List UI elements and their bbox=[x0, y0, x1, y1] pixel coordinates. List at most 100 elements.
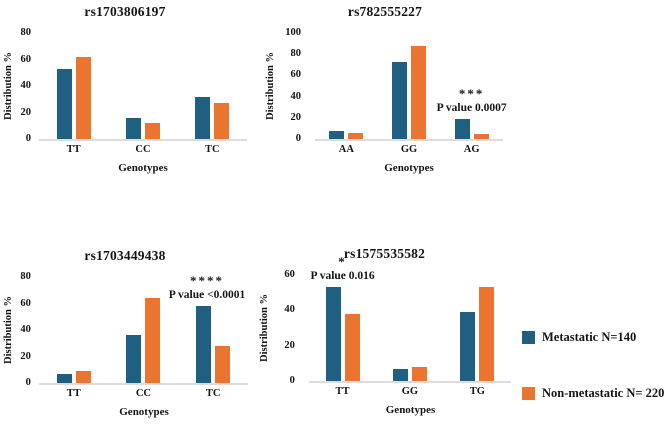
bar-group-cc: CC bbox=[126, 298, 161, 399]
bar-group-ag: AG *** P value 0.0007 bbox=[437, 86, 507, 155]
x-tick-label: TT bbox=[66, 144, 81, 155]
chart-body: Distribution % 0 20 40 60 80 TT CC TC **** P val… bbox=[2, 271, 249, 399]
p-value-text: P value <0.0001 bbox=[168, 289, 246, 302]
bar-non-metastatic-tg bbox=[479, 287, 495, 381]
chart-rs1575535582: rs1575535582 Distribution % 0 20 40 60 TT * P… bbox=[258, 246, 512, 416]
y-axis-title: Distribution % bbox=[2, 33, 15, 139]
bar-non-metastatic-ag bbox=[473, 133, 489, 139]
bar-metastatic-tc bbox=[195, 96, 211, 139]
bar-metastatic-aa bbox=[329, 130, 345, 139]
y-tick-label: 100 bbox=[285, 27, 301, 38]
bar-metastatic-tg bbox=[460, 312, 476, 381]
bar-group-aa: AA bbox=[329, 130, 364, 155]
y-tick-label: 60 bbox=[284, 269, 295, 280]
y-axis-title-text: Distribution % bbox=[259, 294, 270, 362]
y-tick-label: 20 bbox=[20, 350, 31, 362]
bar-metastatic-tc bbox=[196, 306, 212, 383]
chart-title: rs1575535582 bbox=[343, 246, 426, 261]
x-axis-title: Genotypes bbox=[384, 162, 434, 174]
bar-metastatic-tt bbox=[325, 287, 341, 381]
bar-group-cc: CC bbox=[125, 117, 160, 155]
bar-metastatic-cc bbox=[125, 117, 141, 139]
y-tick-label: 60 bbox=[20, 53, 32, 65]
x-tick-label: GG bbox=[401, 386, 419, 397]
metastatic-swatch-icon bbox=[522, 331, 535, 344]
chart-title: rs1703449438 bbox=[84, 248, 166, 263]
significance-stars: *** bbox=[458, 85, 485, 101]
x-axis-title: Genotypes bbox=[118, 162, 168, 174]
x-tick-label: TC bbox=[205, 388, 221, 399]
y-axis-ticks: 0 20 40 60 80 bbox=[15, 27, 32, 144]
plot-area: TT CC TC bbox=[39, 33, 247, 155]
significance-stars: * bbox=[338, 254, 347, 270]
chart-rs1703449438: rs1703449438 Distribution % 0 20 40 60 80 TT… bbox=[2, 248, 249, 418]
y-tick-label: 40 bbox=[284, 304, 295, 316]
x-tick-label: TT bbox=[66, 388, 81, 399]
x-tick-label: TT bbox=[335, 386, 350, 397]
y-axis-title: Distribution % bbox=[258, 275, 271, 381]
y-tick-label: 60 bbox=[290, 69, 302, 81]
bar-non-metastatic-tt bbox=[75, 371, 91, 383]
significance-stars: **** bbox=[190, 273, 225, 289]
y-tick-label: 20 bbox=[290, 111, 302, 123]
y-tick-label: 20 bbox=[20, 106, 32, 118]
plot-area: TT * P value 0.016 GG TG bbox=[308, 255, 512, 397]
legend: Metastatic N=140 Non-metastatic N= 220 bbox=[522, 330, 664, 401]
plot-area: AA GG AG *** P value 0.0007 bbox=[315, 33, 507, 155]
y-axis-ticks: 0 20 40 60 bbox=[271, 269, 295, 386]
bar-metastatic-ag bbox=[454, 118, 470, 139]
y-tick-label: 80 bbox=[20, 27, 32, 38]
chart-body: Distribution % 0 20 40 60 80 100 AA GG AG *** P v… bbox=[264, 27, 507, 155]
bar-metastatic-gg bbox=[391, 61, 407, 139]
bar-group-gg: GG bbox=[392, 366, 427, 397]
bar-non-metastatic-gg bbox=[411, 366, 427, 381]
y-axis-title-text: Distribution % bbox=[3, 52, 14, 120]
y-tick-label: 0 bbox=[25, 377, 31, 388]
bar-metastatic-gg bbox=[392, 368, 408, 381]
chart-title: rs782555227 bbox=[347, 4, 423, 19]
x-tick-label: GG bbox=[400, 144, 418, 155]
significance-annotation: * P value 0.016 bbox=[310, 255, 374, 283]
bar-non-metastatic-tc bbox=[214, 103, 230, 139]
legend-label: Metastatic N=140 bbox=[542, 330, 637, 344]
bar-metastatic-tt bbox=[56, 68, 72, 139]
y-tick-label: 40 bbox=[20, 80, 32, 91]
x-tick-label: CC bbox=[135, 144, 151, 155]
y-axis-ticks: 0 20 40 60 80 100 bbox=[277, 27, 302, 144]
chart-body: Distribution % 0 20 40 60 TT * P value 0.016 G… bbox=[258, 255, 512, 397]
chart-body: Distribution % 0 20 40 60 80 TT CC TC bbox=[2, 27, 248, 155]
y-axis-title: Distribution % bbox=[2, 277, 15, 383]
x-tick-label: AA bbox=[338, 144, 354, 155]
bar-non-metastatic-tt bbox=[75, 56, 91, 139]
y-tick-label: 0 bbox=[25, 133, 31, 144]
y-tick-label: 80 bbox=[290, 48, 302, 60]
x-tick-label: AG bbox=[463, 144, 480, 155]
bar-non-metastatic-aa bbox=[348, 132, 364, 139]
y-tick-label: 40 bbox=[290, 90, 302, 102]
bar-non-metastatic-tc bbox=[215, 345, 231, 383]
bar-group-tg: TG bbox=[460, 287, 495, 397]
legend-label: Non-metastatic N= 220 bbox=[542, 386, 665, 400]
y-tick-label: 20 bbox=[284, 339, 295, 351]
chart-rs1703806197: rs1703806197 Distribution % 0 20 40 60 80 TT… bbox=[2, 4, 248, 174]
significance-annotation: **** P value <0.0001 bbox=[169, 274, 246, 302]
x-axis-title: Genotypes bbox=[119, 406, 169, 418]
bar-non-metastatic-tt bbox=[344, 313, 360, 381]
y-axis-title-text: Distribution % bbox=[265, 52, 276, 120]
x-axis-title: Genotypes bbox=[385, 404, 436, 416]
bar-group-tc: TC **** P value <0.0001 bbox=[169, 274, 246, 399]
bar-group-tc: TC bbox=[195, 96, 230, 155]
bar-non-metastatic-cc bbox=[145, 298, 161, 383]
non-metastatic-swatch-icon bbox=[522, 387, 535, 400]
p-value-text: P value 0.0007 bbox=[436, 101, 507, 114]
significance-annotation: *** P value 0.0007 bbox=[436, 85, 507, 115]
legend-item-metastatic: Metastatic N=140 bbox=[522, 330, 664, 345]
bar-metastatic-tt bbox=[56, 373, 72, 383]
y-tick-label: 40 bbox=[20, 324, 31, 335]
x-tick-label: CC bbox=[135, 388, 152, 399]
bar-group-gg: GG bbox=[391, 45, 426, 155]
chart-rs782555227: rs782555227 Distribution % 0 20 40 60 80 100 … bbox=[264, 4, 507, 174]
x-tick-label: TG bbox=[469, 386, 485, 397]
plot-area: TT CC TC **** P value <0.0001 bbox=[38, 274, 249, 399]
